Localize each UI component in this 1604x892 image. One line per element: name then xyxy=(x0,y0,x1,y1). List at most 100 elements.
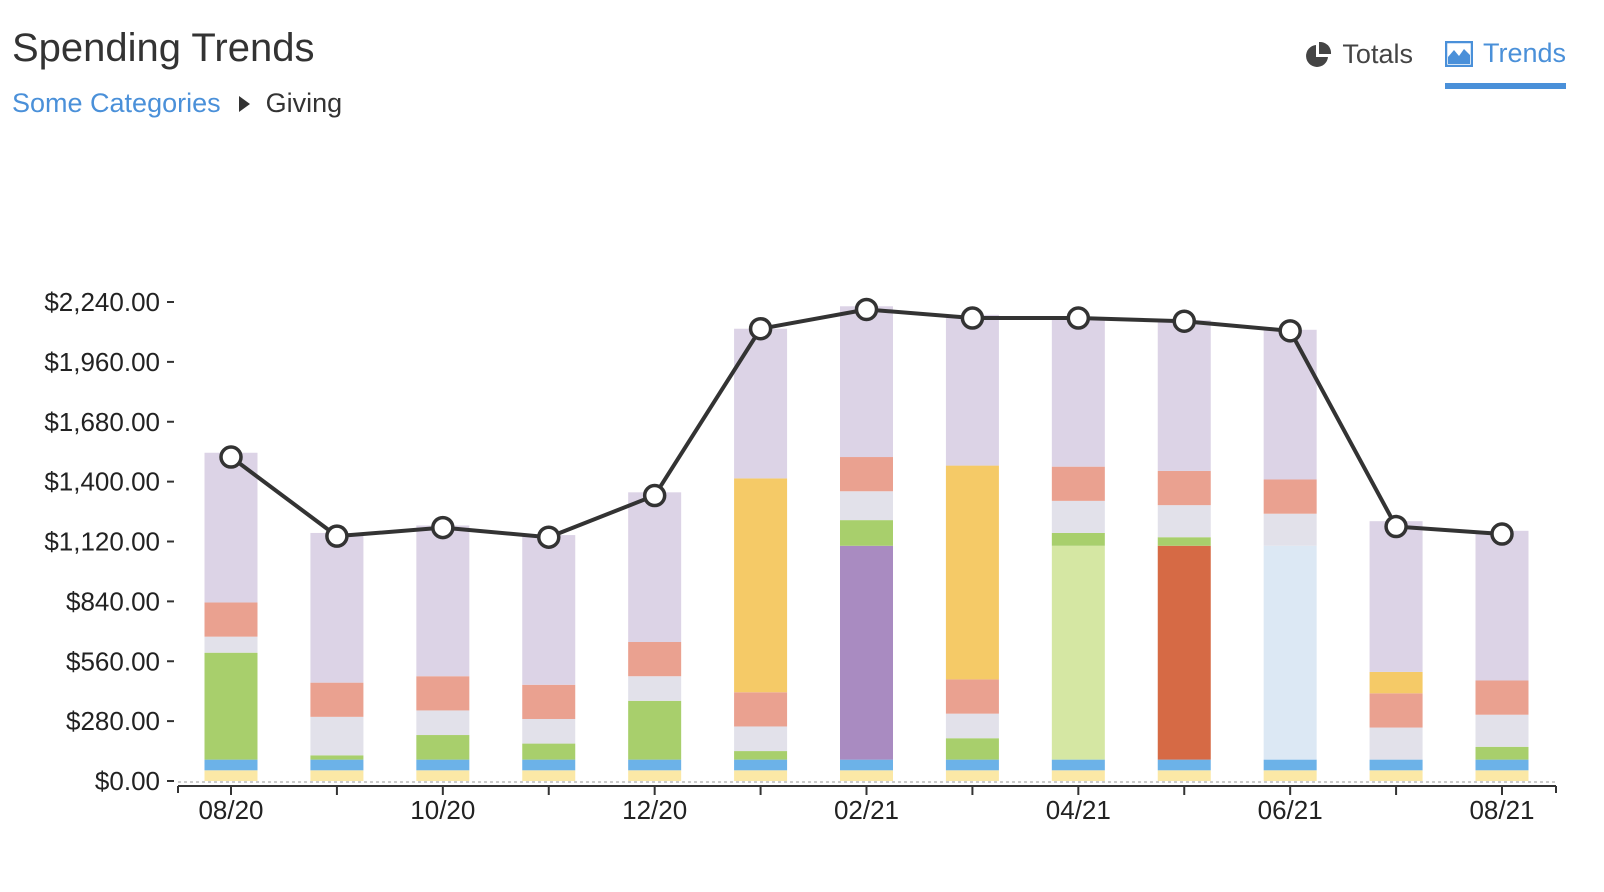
total-point[interactable] xyxy=(960,306,985,330)
bar-segment[interactable] xyxy=(1051,466,1105,501)
bar-segment[interactable] xyxy=(310,755,364,760)
bar-segment[interactable] xyxy=(1263,329,1317,480)
bar-segment[interactable] xyxy=(1157,537,1211,546)
bar-segment[interactable] xyxy=(734,726,788,752)
bar-segment[interactable] xyxy=(1475,714,1529,747)
bar-segment[interactable] xyxy=(628,676,682,701)
bar-segment[interactable] xyxy=(1051,759,1105,771)
bar-segment[interactable] xyxy=(1051,545,1105,760)
bar-segment[interactable] xyxy=(310,770,364,781)
bar-segment[interactable] xyxy=(628,642,682,677)
bar-segment[interactable] xyxy=(734,751,788,760)
bar-segment[interactable] xyxy=(628,492,682,643)
bar-segment[interactable] xyxy=(1263,479,1317,514)
bar-segment[interactable] xyxy=(522,759,576,771)
bar-segment[interactable] xyxy=(734,478,788,693)
bar-segment[interactable] xyxy=(1369,693,1423,728)
bar-segment[interactable] xyxy=(416,770,470,781)
bar-segment[interactable] xyxy=(840,457,893,492)
bar-segment[interactable] xyxy=(1157,545,1211,760)
bar-segment[interactable] xyxy=(1157,470,1211,506)
bar-segment[interactable] xyxy=(1369,727,1423,760)
bar-segment[interactable] xyxy=(840,770,893,781)
bar-segment[interactable] xyxy=(1369,521,1423,672)
total-point[interactable] xyxy=(1490,522,1514,546)
bar-segment[interactable] xyxy=(734,692,788,727)
bar-segment[interactable] xyxy=(945,465,999,680)
bar-segment[interactable] xyxy=(1157,320,1211,471)
bar-segment[interactable] xyxy=(1369,759,1423,771)
total-point[interactable] xyxy=(642,483,667,508)
total-point[interactable] xyxy=(854,297,879,322)
total-point[interactable] xyxy=(1066,306,1091,330)
bar-segment[interactable] xyxy=(522,684,576,719)
bar-segment[interactable] xyxy=(1369,770,1423,781)
total-point[interactable] xyxy=(748,316,773,341)
bar-segment[interactable] xyxy=(628,759,682,771)
bar-segment[interactable] xyxy=(416,710,470,736)
bar-segment[interactable] xyxy=(1475,530,1529,681)
bar-segment[interactable] xyxy=(204,759,258,771)
bar-segment[interactable] xyxy=(945,713,999,739)
bar-segment[interactable] xyxy=(416,735,470,760)
bar-segment[interactable] xyxy=(416,676,470,711)
total-point[interactable] xyxy=(1384,514,1408,539)
total-point[interactable] xyxy=(1172,309,1196,333)
bar-segment[interactable] xyxy=(1369,671,1423,694)
bar-segment[interactable] xyxy=(734,328,788,479)
tab-trends[interactable]: Trends xyxy=(1444,32,1566,89)
tab-totals[interactable]: Totals xyxy=(1304,32,1413,89)
bar-segment[interactable] xyxy=(1051,500,1105,533)
bar-segment[interactable] xyxy=(1263,759,1317,771)
bar-segment[interactable] xyxy=(945,759,999,771)
bar-segment[interactable] xyxy=(945,738,999,760)
bar-segment[interactable] xyxy=(840,520,893,546)
total-point[interactable] xyxy=(1278,319,1302,343)
breadcrumb-link-parent[interactable]: Some Categories xyxy=(12,88,221,118)
bar-segment[interactable] xyxy=(628,700,682,760)
bar-segment[interactable] xyxy=(522,743,576,760)
bar-segment[interactable] xyxy=(522,535,576,685)
breadcrumb: Some Categories Giving xyxy=(12,88,342,119)
total-point[interactable] xyxy=(325,524,349,548)
bar-segment[interactable] xyxy=(204,452,258,603)
bar-segment[interactable] xyxy=(1051,770,1105,781)
bar-segment[interactable] xyxy=(1475,770,1529,781)
bar-segment[interactable] xyxy=(1157,759,1211,771)
bar-segment[interactable] xyxy=(1263,513,1317,546)
bar-segment[interactable] xyxy=(945,679,999,714)
bar-segment[interactable] xyxy=(416,525,470,677)
bar-segment[interactable] xyxy=(1051,316,1105,467)
bar-segment[interactable] xyxy=(840,545,893,760)
bar-segment[interactable] xyxy=(945,770,999,781)
bar-segment[interactable] xyxy=(310,759,364,771)
bar-segment[interactable] xyxy=(628,770,682,781)
total-point[interactable] xyxy=(431,515,455,540)
total-point[interactable] xyxy=(537,525,561,549)
bar-segment[interactable] xyxy=(204,652,258,760)
bar-segment[interactable] xyxy=(1157,770,1211,781)
bar-segment[interactable] xyxy=(1475,746,1529,760)
bar-segment[interactable] xyxy=(945,314,999,466)
bar-segment[interactable] xyxy=(522,718,576,744)
total-point[interactable] xyxy=(219,445,243,469)
bar-segment[interactable] xyxy=(310,532,364,683)
bar-segment[interactable] xyxy=(1475,759,1529,771)
bar-segment[interactable] xyxy=(840,306,893,458)
bar-segment[interactable] xyxy=(1475,680,1529,715)
bar-segment[interactable] xyxy=(734,770,788,781)
bar-segment[interactable] xyxy=(416,759,470,771)
bar-segment[interactable] xyxy=(840,759,893,771)
bar-segment[interactable] xyxy=(1263,770,1317,781)
bar-segment[interactable] xyxy=(840,491,893,521)
bar-segment[interactable] xyxy=(1157,505,1211,538)
bar-segment[interactable] xyxy=(310,682,364,717)
bar-segment[interactable] xyxy=(204,770,258,781)
bar-segment[interactable] xyxy=(310,716,364,756)
bar-segment[interactable] xyxy=(204,636,258,653)
bar-segment[interactable] xyxy=(204,602,258,637)
bar-segment[interactable] xyxy=(1051,532,1105,546)
bar-segment[interactable] xyxy=(734,759,788,771)
bar-segment[interactable] xyxy=(1263,545,1317,760)
bar-segment[interactable] xyxy=(522,770,576,781)
